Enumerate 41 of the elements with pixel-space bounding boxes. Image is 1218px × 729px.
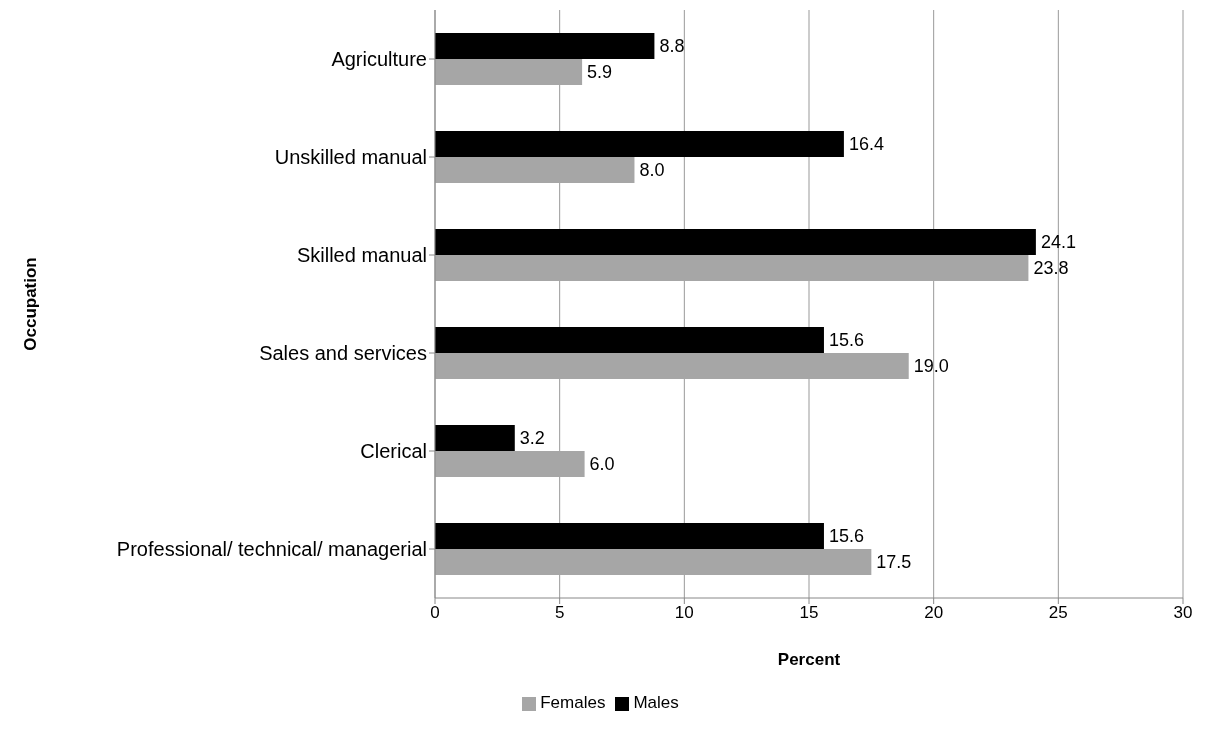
data-label: 17.5 <box>876 552 912 572</box>
x-tick-label: 0 <box>430 603 440 623</box>
x-tick-label: 5 <box>554 603 565 623</box>
bar <box>435 131 844 157</box>
x-tick-label: 15 <box>799 603 819 623</box>
bar <box>435 425 515 451</box>
data-label: 5.9 <box>587 62 613 82</box>
y-tick-label: Sales and services <box>259 342 427 365</box>
bar <box>435 157 635 183</box>
y-tick-label: Clerical <box>360 440 427 463</box>
x-tick-label: 25 <box>1048 603 1068 623</box>
data-label: 6.0 <box>589 454 615 474</box>
y-axis-title: Occupation <box>21 257 41 351</box>
legend-label: Males <box>633 693 679 712</box>
bar <box>435 229 1036 255</box>
data-label: 16.4 <box>848 134 884 154</box>
bar <box>435 549 872 575</box>
data-label: 8.0 <box>639 160 665 180</box>
data-label: 8.8 <box>659 36 685 56</box>
bar <box>435 353 909 379</box>
bar <box>435 523 824 549</box>
legend-label: Females <box>540 693 606 712</box>
x-tick-label: 30 <box>1173 603 1193 623</box>
x-tick-label: 20 <box>924 603 944 623</box>
bar <box>435 255 1029 281</box>
y-tick-label: Agriculture <box>331 48 427 71</box>
data-label: 15.6 <box>828 526 865 546</box>
y-tick-label: Unskilled manual <box>274 146 427 169</box>
data-label: 15.6 <box>828 330 865 350</box>
data-label: 19.0 <box>913 356 949 376</box>
bar <box>435 59 583 85</box>
data-label: 24.1 <box>1040 232 1076 252</box>
x-axis-title: Percent <box>777 650 841 669</box>
bar <box>435 33 655 59</box>
bar <box>435 451 585 477</box>
data-label: 23.8 <box>1033 258 1069 278</box>
x-tick-label: 10 <box>674 603 694 623</box>
bar <box>435 327 824 353</box>
y-tick-label: Skilled manual <box>296 244 427 267</box>
data-label: 3.2 <box>519 428 545 448</box>
y-tick-label: Professional/ technical/ managerial <box>116 538 427 561</box>
